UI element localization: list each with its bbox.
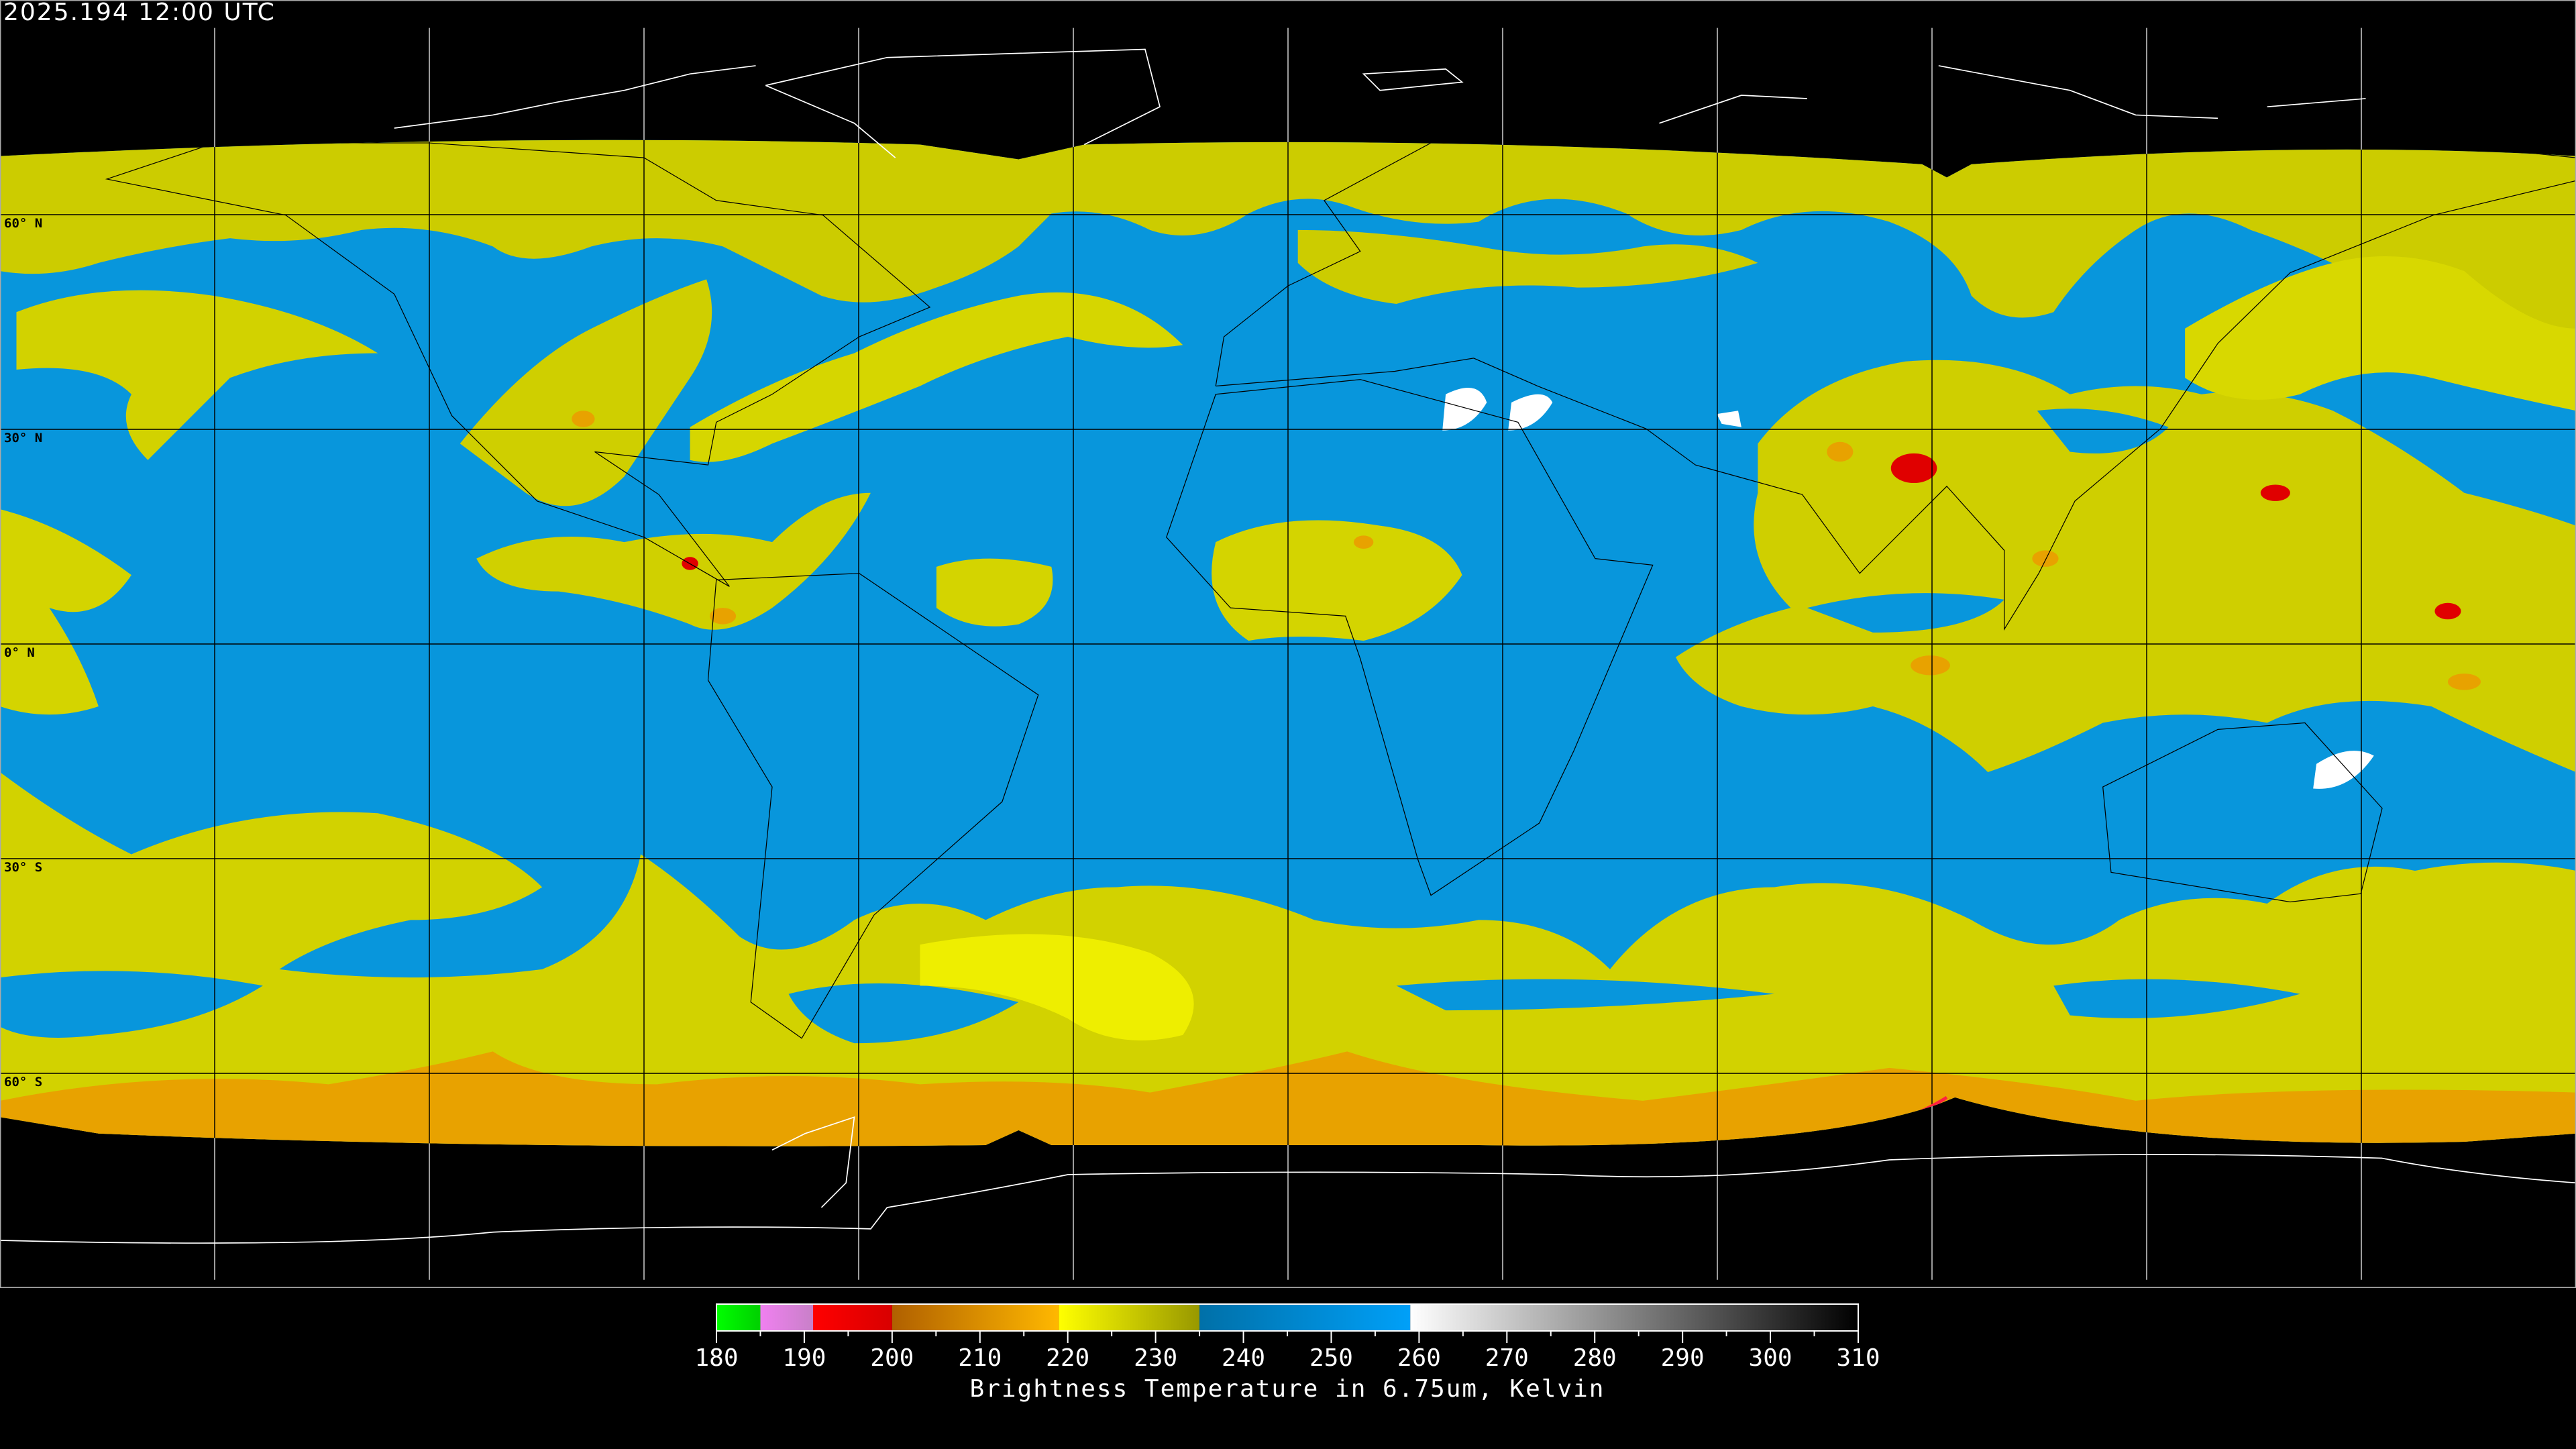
convection-core: [1911, 655, 1950, 676]
colorbar-tick-label: 190: [782, 1344, 826, 1372]
colorbar-tick-label: 200: [870, 1344, 914, 1372]
convection-core: [572, 411, 595, 427]
cloud-atlantic-streak: [690, 292, 1183, 462]
convection-core: [2447, 674, 2481, 690]
coastline-arctic-islands: [394, 65, 2366, 129]
timestamp-title: 2025.194 12:00 UTC: [3, 0, 276, 26]
ocean-intrusion: [2053, 979, 2300, 1018]
colorbar-tick-label: 220: [1046, 1344, 1089, 1372]
warm-patch: [1442, 387, 1487, 431]
colorbar-tick-label: 270: [1485, 1344, 1529, 1372]
cloud-east-asia-jet: [2185, 256, 2576, 411]
colorbar-segment: [716, 1304, 761, 1331]
colorbar-segment: [760, 1304, 814, 1331]
lat-label-30n: 30° N: [4, 431, 43, 445]
lat-label-60n: 60° N: [4, 216, 43, 231]
convection-core: [2260, 484, 2290, 501]
deep-convection-cores: [572, 411, 2481, 690]
colorbar-tick-label: 180: [694, 1344, 738, 1372]
cloud-europe: [1297, 229, 1758, 305]
colorbar-tick-label: 280: [1573, 1344, 1617, 1372]
colorbar-tick-label: 240: [1222, 1344, 1265, 1372]
ocean-intrusion: [788, 983, 1019, 1044]
coastlines-polar: [0, 48, 2576, 1244]
warm-patch: [1508, 394, 1553, 431]
lat-label-60s: 60° S: [4, 1075, 43, 1089]
colorbar-segments: [716, 1304, 1858, 1331]
cloud-west-pacific: [0, 509, 131, 715]
warm-patch: [1717, 411, 1741, 427]
graticule-black: [0, 140, 2576, 1146]
colorbar-tick-label: 210: [958, 1344, 1002, 1372]
cloud-north-america: [460, 279, 712, 506]
coastlines: [105, 140, 2576, 1039]
coastline-eurasia: [1215, 140, 2576, 631]
convection-core: [709, 608, 737, 625]
colorbar-tick-label: 290: [1661, 1344, 1705, 1372]
convection-core: [2032, 550, 2059, 567]
lat-label-30s: 30° S: [4, 860, 43, 875]
convection-core: [1827, 441, 1854, 462]
coastline-greenland: [765, 48, 1161, 158]
colorbar-tick-label: 230: [1134, 1344, 1177, 1372]
cloud-south-america-blob: [936, 558, 1053, 627]
cloud-south-bright: [920, 934, 1194, 1041]
ocean-intrusion: [0, 971, 263, 1038]
coastline-australia: [2102, 722, 2383, 903]
cloud-central-america: [476, 492, 871, 630]
convection-core: [2434, 602, 2461, 620]
colorbar-tick-label: 260: [1397, 1344, 1441, 1372]
coastline-north-america: [105, 142, 931, 587]
colorbar-segment: [1410, 1304, 1858, 1331]
cloud-asia-hole-2: [1807, 593, 2004, 633]
convection-core: [1890, 453, 1937, 483]
coastline-africa: [1166, 379, 1654, 896]
colorbar-segment: [1199, 1304, 1411, 1331]
ocean-intrusion: [1396, 979, 1774, 1011]
colorbar-segment: [1059, 1304, 1200, 1331]
cloud-asia-hole-1: [2037, 409, 2169, 453]
warm-patch: [2313, 751, 2374, 789]
colorbar-ticks: 180 190 200 210 220 230 240 250 260 270 280 290 300 3…: [694, 1331, 1880, 1372]
colorbar-segment: [892, 1304, 1059, 1331]
colorbar-segment: [813, 1304, 892, 1331]
colorbar-tick-label: 310: [1836, 1344, 1880, 1372]
colorbar: 180 190 200 210 220 230 240 250 260 270 280 290 300 3…: [694, 1303, 1880, 1403]
cloud-pacific-swirl: [16, 290, 378, 460]
lat-label-equator: 0° N: [4, 645, 35, 660]
water-vapor-map: [0, 0, 2576, 1288]
colorbar-tick-label: 250: [1309, 1344, 1353, 1372]
coastline-south-america: [707, 573, 1039, 1039]
convection-core: [1353, 535, 1374, 549]
coastline-antarctica: [0, 1116, 2576, 1244]
colorbar-label: Brightness Temperature in 6.75um, Kelvin: [970, 1375, 1605, 1403]
map-border: [0, 0, 2576, 1288]
colorbar-tick-label: 300: [1749, 1344, 1792, 1372]
